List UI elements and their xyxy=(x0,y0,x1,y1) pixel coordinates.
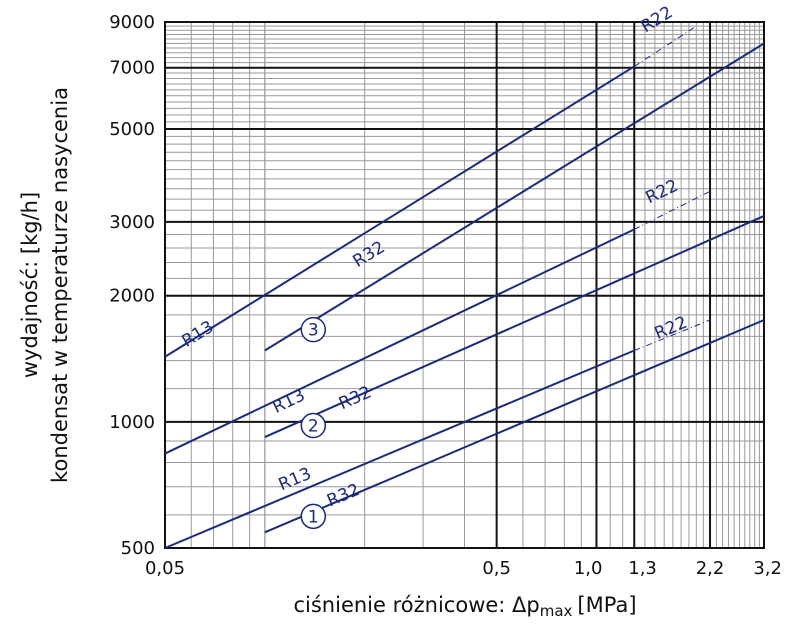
series-line-r32-3 xyxy=(264,42,765,352)
y-tick-label: 1000 xyxy=(109,412,155,433)
label-layer: R13 R32 R13 R32 R13 R32 R22 R22 R22 3 2 1 xyxy=(178,2,691,530)
series-extension-r22-1 xyxy=(634,319,711,351)
x-tick-label: 1,0 xyxy=(574,558,603,579)
series-label-r22: R22 xyxy=(652,313,691,344)
y-axis-title-line2: kondensat w temperaturze nasycenia xyxy=(48,87,72,483)
series-label-r32: R32 xyxy=(350,237,389,272)
y-tick-label: 7000 xyxy=(109,58,155,79)
series-line-r13-2 xyxy=(164,228,635,455)
x-tick-label: 3,2 xyxy=(753,558,782,579)
series-layer xyxy=(164,25,765,549)
group-circle-3 xyxy=(300,316,327,343)
group-number-1: 1 xyxy=(308,507,319,527)
x-axis-title-main: ciśnienie różnicowe: Δp xyxy=(293,593,539,617)
x-axis-title: ciśnienie różnicowe: Δpmax [MPa] xyxy=(293,593,636,620)
y-axis-title-line1: wydajność: [kg/h] xyxy=(18,192,42,378)
group-number-3: 3 xyxy=(308,321,319,341)
y-tick-label: 2000 xyxy=(109,286,155,307)
series-line-r13-3 xyxy=(164,65,635,358)
series-label-r13: R13 xyxy=(276,464,315,495)
series-line-r13-1 xyxy=(164,349,635,549)
tick-layer: 500 1000 2000 3000 5000 7000 9000 0,05 0,5 1,0 1,3… xyxy=(109,12,782,579)
y-tick-label: 9000 xyxy=(109,12,155,33)
y-tick-label: 3000 xyxy=(109,212,155,233)
group-circle-2 xyxy=(300,412,327,439)
series-extension-r22-3 xyxy=(633,25,697,67)
series-label-r32: R32 xyxy=(324,480,363,511)
x-tick-label: 0,05 xyxy=(145,558,185,579)
series-label-r22: R22 xyxy=(643,176,682,208)
x-tick-label: 1,3 xyxy=(628,558,657,579)
x-tick-label: 0,5 xyxy=(482,558,511,579)
plot-frame xyxy=(164,21,765,549)
y-tick-label: 500 xyxy=(121,538,155,559)
grid-minor xyxy=(165,22,764,548)
x-tick-label: 2,2 xyxy=(696,558,725,579)
series-label-r22: R22 xyxy=(637,2,676,37)
series-label-r32: R32 xyxy=(336,382,375,414)
series-line-r32-2 xyxy=(264,215,765,438)
series-label-r13: R13 xyxy=(178,317,217,352)
x-axis-title-unit: [MPa] xyxy=(577,593,636,617)
x-axis-title-sub: max xyxy=(540,602,573,620)
grid-major xyxy=(165,22,764,548)
series-extension-r22-2 xyxy=(634,190,711,230)
series-line-r32-1 xyxy=(264,319,765,534)
group-number-2: 2 xyxy=(308,417,319,437)
series-label-r13: R13 xyxy=(270,385,309,417)
y-tick-label: 5000 xyxy=(109,119,155,140)
group-circle-1 xyxy=(300,503,327,530)
